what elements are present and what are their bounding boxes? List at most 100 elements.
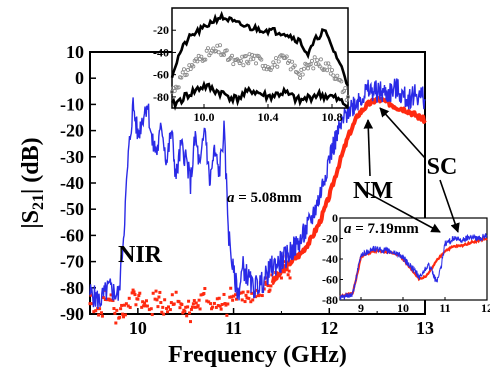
nm-data-point [105, 298, 109, 302]
y-tick-label: -60 [60, 225, 84, 245]
nm-data-point [131, 288, 135, 292]
inset-top-middle-point [251, 56, 256, 61]
nm-data-point [114, 321, 118, 325]
inset-top-y-tick-label: -20 [153, 23, 169, 37]
nm-data-point [155, 298, 159, 302]
inset-bottom-x-tick-label: 10 [397, 301, 409, 315]
nm-data-point [218, 304, 222, 308]
inset-bottom-x-tick-label: 11 [439, 301, 450, 315]
nm-data-point [88, 302, 92, 306]
inset-top-middle-point [216, 50, 221, 55]
inset-top-middle-point [221, 52, 226, 57]
nm-data-point [153, 297, 157, 301]
inset-top-middle-point [248, 57, 253, 62]
inset-top-middle-point [311, 66, 316, 71]
nm-data-point [198, 307, 202, 311]
inset-bottom-x-tick-label: 9 [358, 301, 364, 315]
inset-top-middle-point [315, 58, 320, 63]
nm-data-point [279, 276, 283, 280]
y-tick-label: 0 [75, 68, 84, 88]
inset-top-middle-point [229, 53, 234, 58]
inset-top-middle-point [181, 67, 186, 72]
inset-bottom-annotation: a = 7.19mm [344, 221, 419, 237]
nm-data-point [219, 307, 223, 311]
y-tick-label: 10 [66, 42, 84, 62]
nm-data-point [211, 305, 215, 309]
nm-data-point [109, 293, 113, 297]
inset-top-middle-point [327, 64, 332, 69]
nm-data-point [243, 300, 247, 304]
nm-data-point [239, 291, 243, 295]
y-axis-label-main: |S [18, 210, 44, 229]
inset-bottom-frame [339, 217, 488, 301]
inset-top-middle-point [322, 67, 327, 72]
nm-data-point [246, 290, 250, 294]
nm-data-point [181, 311, 185, 315]
inset-top-middle-point [203, 57, 208, 62]
inset-top-middle-point [309, 58, 314, 63]
inset-top-middle-point [238, 59, 243, 64]
nm-data-point [240, 298, 244, 302]
y-tick-label: -30 [60, 147, 84, 167]
nm-data-point [89, 293, 93, 297]
nm-data-point [158, 290, 162, 294]
sc-arrow-to-main [379, 107, 426, 159]
nm-data-point [120, 303, 124, 307]
main-annotation-text: = 5.08mm [235, 190, 303, 206]
nm-data-point [288, 276, 292, 280]
nm-data-point [130, 291, 134, 295]
nm-data-point [188, 311, 192, 315]
nm-data-point [166, 305, 170, 309]
inset-top-middle-point [323, 61, 328, 66]
inset-top-x-tick-label: 10.4 [258, 110, 279, 124]
nm-data-point [178, 306, 182, 310]
nm-data-point [99, 311, 103, 315]
nm-data-point [113, 311, 117, 315]
nm-data-point [177, 300, 181, 304]
nm-data-point [170, 293, 174, 297]
inset-top-middle-point [188, 67, 193, 72]
main-plot: 10 0 -10 -20 -30 -40 -50 -60 -70 -80 -90 10 11 12 13 Fr… [18, 42, 457, 368]
nm-data-point [226, 302, 230, 306]
nm-data-point [230, 295, 234, 299]
nm-data-point [98, 307, 102, 311]
inset-bottom-y-tick-label: -20 [322, 232, 338, 246]
inset-top-middle-point [288, 67, 293, 72]
nm-data-point [157, 295, 161, 299]
nm-data-point [210, 307, 214, 311]
inset-top-middle-point [217, 43, 222, 48]
nm-data-point [90, 302, 94, 306]
nm-data-point [169, 301, 173, 305]
nm-data-point [193, 305, 197, 309]
nm-data-point [101, 296, 105, 300]
nm-data-point [166, 310, 170, 314]
inset-top-middle-point [272, 62, 277, 67]
inset-top-x-tick-label: 10.8 [322, 110, 343, 124]
nm-data-point [192, 299, 196, 303]
inset-top-middle-point [172, 88, 177, 93]
nm-data-point [209, 302, 213, 306]
inset-top-middle-point [195, 59, 200, 64]
inset-top-middle-point [300, 72, 305, 77]
inset-top-middle-point [275, 64, 280, 69]
inset-bottom-blue-line [339, 233, 488, 301]
nm-data-point [287, 269, 291, 273]
nm-data-point [149, 307, 153, 311]
inset-bottom: 0 -20 -40 -60 -80 9 10 11 12 a = 7.19mm [322, 211, 490, 315]
nm-data-point [244, 293, 248, 297]
inset-top-middle-point [284, 54, 289, 59]
sc-arrow-to-inset [439, 179, 460, 233]
nm-data-point [123, 313, 127, 317]
inset-top: -20 -40 -60 -80 10.0 10.4 10.8 [153, 7, 350, 124]
inset-top-middle-point [326, 61, 331, 66]
nm-data-point [216, 304, 220, 308]
y-tick-label: -90 [60, 304, 84, 324]
nm-data-point [189, 320, 192, 324]
inset-top-middle-point [184, 72, 189, 77]
inset-top-middle-point [331, 73, 336, 78]
y-axis-label-tail: | (dB) [18, 137, 44, 194]
nm-data-point [145, 304, 149, 308]
nm-data-point [160, 310, 164, 314]
y-axis-label: |S21| (dB) [18, 137, 47, 228]
inset-top-middle-point [329, 68, 334, 73]
